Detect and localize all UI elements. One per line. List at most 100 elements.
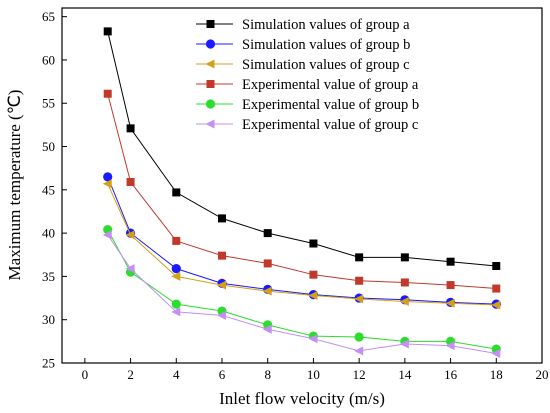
data-point: [491, 300, 501, 310]
y-tick-label: 60: [42, 52, 55, 67]
y-tick-label: 50: [42, 139, 55, 154]
series-5: [103, 225, 501, 354]
y-tick-label: 30: [42, 312, 55, 327]
series-1: [103, 27, 501, 271]
data-point: [262, 324, 272, 334]
data-point: [102, 179, 112, 189]
data-point: [125, 230, 135, 240]
series-4: [103, 89, 501, 293]
x-axis-title: Inlet flow velocity (m/s): [219, 389, 385, 408]
data-point: [355, 253, 364, 262]
data-point: [263, 259, 272, 268]
data-point: [354, 346, 364, 356]
legend-item: Simulation values of group b: [196, 37, 410, 53]
data-point: [125, 264, 135, 274]
data-point: [171, 299, 181, 309]
series-line: [107, 234, 497, 354]
legend-label: Experimental value of group c: [242, 117, 418, 133]
data-point: [171, 271, 181, 281]
data-point: [399, 339, 409, 349]
data-point: [171, 307, 181, 317]
y-tick-label: 55: [42, 96, 55, 111]
data-point: [354, 294, 364, 304]
series-line: [107, 31, 497, 267]
legend-label: Simulation values of group a: [242, 17, 410, 33]
x-tick-label: 6: [219, 367, 226, 382]
y-tick-label: 35: [42, 269, 55, 284]
x-tick-label: 16: [444, 367, 458, 382]
data-point: [399, 297, 409, 307]
y-tick-label: 25: [42, 356, 55, 371]
data-point: [217, 280, 226, 290]
data-point: [446, 281, 455, 290]
legend-marker: [205, 99, 216, 109]
series-line: [107, 229, 497, 350]
series-6: [102, 230, 501, 358]
x-tick-label: 18: [490, 367, 503, 382]
series-layer: [102, 27, 501, 358]
x-tick-label: 10: [307, 367, 320, 382]
legend-marker: [205, 59, 215, 69]
data-point: [103, 89, 112, 98]
y-axis-title: Maximum temperature (℃): [5, 90, 24, 281]
legend-label: Experimental value of group a: [242, 77, 419, 93]
data-point: [445, 298, 455, 308]
x-tick-label: 12: [353, 367, 366, 382]
data-point: [309, 270, 318, 279]
legend-item: Experimental value of group b: [196, 97, 419, 113]
y-tick-label: 45: [42, 182, 55, 197]
x-tick-label: 2: [127, 367, 134, 382]
legend-marker: [206, 20, 215, 28]
legend: Simulation values of group a Simulation v…: [196, 17, 419, 133]
data-point: [262, 286, 272, 296]
x-axis: 0 2 4 6 8 10 12 14 16 18 20: [82, 358, 549, 382]
x-tick-label: 8: [264, 367, 271, 382]
x-tick-label: 14: [398, 367, 412, 382]
y-tick-label: 40: [42, 226, 55, 241]
data-point: [172, 188, 181, 197]
legend-item: Simulation values of group c: [196, 57, 410, 73]
data-point: [446, 257, 455, 266]
data-point: [491, 348, 501, 358]
x-tick-label: 4: [173, 367, 180, 382]
y-tick-label: 65: [42, 9, 55, 24]
data-point: [308, 334, 318, 344]
data-point: [102, 230, 112, 240]
data-point: [126, 178, 135, 187]
y-axis: 25 30 35 40 45 50 55 60 65: [42, 9, 67, 371]
x-tick-label: 0: [82, 367, 89, 382]
legend-item: Simulation values of group a: [196, 17, 410, 33]
legend-label: Experimental value of group b: [242, 97, 419, 113]
data-point: [445, 341, 455, 351]
data-point: [400, 278, 409, 287]
data-point: [309, 239, 318, 248]
legend-marker: [205, 39, 216, 49]
data-point: [263, 229, 272, 238]
legend-marker: [205, 119, 215, 129]
data-point: [217, 310, 226, 320]
series-3: [102, 179, 501, 310]
series-line: [107, 183, 497, 306]
series-line: [107, 176, 497, 305]
data-point: [103, 27, 112, 36]
data-point: [492, 262, 501, 271]
legend-label: Simulation values of group c: [242, 57, 410, 73]
plot-frame: [61, 7, 543, 364]
legend-item: Experimental value of group c: [196, 117, 418, 133]
legend-marker: [206, 80, 215, 88]
data-point: [126, 124, 135, 133]
x-tick-label: 20: [536, 367, 549, 382]
data-point: [218, 251, 226, 260]
data-point: [492, 284, 501, 293]
data-point: [354, 332, 364, 342]
legend-label: Simulation values of group b: [242, 37, 410, 53]
data-point: [400, 253, 409, 262]
data-point: [308, 290, 318, 300]
data-point: [103, 172, 113, 182]
data-point: [355, 276, 364, 285]
legend-item: Experimental value of group a: [196, 77, 419, 93]
data-point: [171, 264, 181, 274]
series-line: [107, 93, 497, 290]
data-point: [218, 214, 226, 223]
